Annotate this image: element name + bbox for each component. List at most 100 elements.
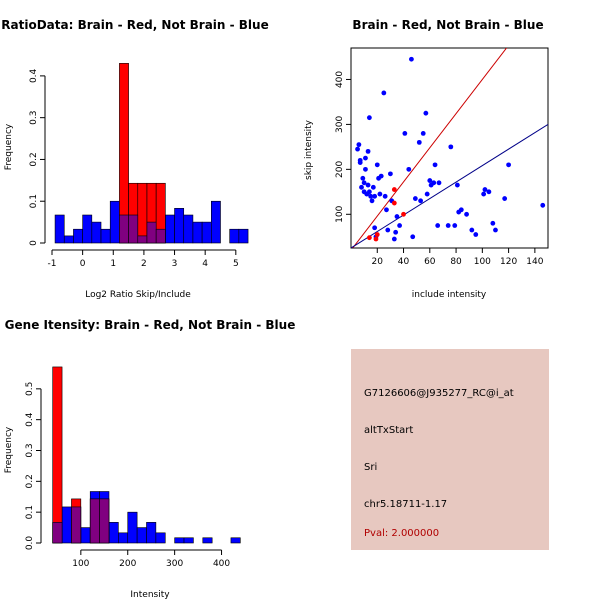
genomic-location: chr5.18711-1.17 (364, 499, 447, 510)
ratio-x-axis-label: Log2 Ratio Skip/Include (85, 290, 191, 300)
not-brain-point (394, 214, 400, 219)
ratio-not-brain-bar (82, 214, 93, 244)
gene-x-axis-label: Intensity (130, 590, 170, 600)
gene-not-brain-bar (61, 506, 72, 544)
not-brain-point (360, 175, 366, 181)
not-brain-point (406, 166, 412, 172)
gene-not-brain-bar (136, 527, 147, 544)
ratio-axes: -1 0 1 2 3 4 5 0 0.1 0.2 0.3 0.4 (29, 68, 239, 269)
red-line (352, 48, 508, 248)
not-brain-point (469, 227, 475, 233)
not-brain-point (506, 162, 511, 168)
scatter-points (351, 48, 548, 248)
gene-y-tick-label: 0.2 (25, 474, 35, 488)
ratio-x-tick-label: 4 (202, 259, 208, 269)
ratio-not-brain-bar (165, 214, 175, 244)
ratio-not-brain-bar (183, 214, 194, 244)
not-brain-point (418, 198, 424, 204)
scatter-x-tick-label: 60 (424, 257, 436, 267)
ratio-not-brain-bar (73, 228, 83, 244)
ratio-not-brain-bar (100, 228, 111, 244)
not-brain-point (445, 223, 451, 228)
scatter-x-tick-label: 20 (372, 257, 384, 267)
not-brain-point (391, 236, 397, 242)
scatter-x-tick-label: 100 (474, 257, 491, 267)
gene-not-brain-bar (155, 532, 166, 544)
ratio-overlap-bar (128, 214, 139, 244)
ratio-y-tick-label: 0.2 (29, 152, 39, 166)
not-brain-point (361, 180, 367, 186)
gene-not-brain-bar (183, 537, 194, 544)
not-brain-point (402, 130, 408, 136)
not-brain-point (374, 162, 380, 168)
gene-y-tick-label: 0.4 (25, 412, 35, 427)
scatter-y-tick-label: 200 (335, 160, 345, 177)
brain-point (391, 200, 397, 206)
gene-not-brain-bar (80, 527, 91, 544)
gene-x-tick-label: 300 (166, 559, 183, 569)
gene-overlap-bar (89, 498, 100, 544)
not-brain-point (369, 198, 375, 204)
ratio-bars (54, 63, 249, 244)
not-brain-point (416, 139, 422, 145)
scatter-chart-title: Brain - Red, Not Brain - Blue (352, 18, 543, 32)
not-brain-point (365, 148, 371, 154)
not-brain-point (382, 193, 388, 199)
gene-not-brain-bar (108, 522, 119, 544)
gene-not-brain-bar (118, 532, 129, 544)
ratio-y-tick-label: 0 (29, 240, 39, 246)
scatter-x-tick-label: 40 (398, 257, 410, 267)
not-brain-point (435, 223, 441, 228)
not-brain-point (458, 207, 464, 213)
ratio-y-tick-label: 0.1 (29, 194, 39, 208)
gene-y-tick-label: 0.1 (25, 505, 35, 519)
ratio-overlap-bar (137, 235, 148, 244)
gene-y-tick-label: 0.0 (25, 536, 35, 551)
ratio-y-tick-label: 0.3 (29, 111, 39, 125)
not-brain-point (378, 173, 384, 179)
scatter-x-tick-label: 140 (526, 257, 543, 267)
ratio-not-brain-bar (91, 221, 102, 244)
scatter-y-tick-label: 100 (335, 205, 345, 222)
ratio-x-tick-label: 1 (110, 259, 116, 269)
gene-bars (52, 366, 241, 544)
not-brain-point (372, 193, 378, 199)
ratio-x-tick-label: 3 (172, 259, 178, 269)
not-brain-point (372, 225, 378, 231)
info-panel-background (351, 349, 549, 550)
not-brain-point (385, 227, 391, 233)
ratio-not-brain-bar (109, 200, 120, 244)
not-brain-point (540, 202, 546, 208)
not-brain-point (397, 223, 402, 228)
gene-overlap-bar (99, 498, 110, 544)
not-brain-point (359, 184, 364, 190)
ratio-overlap-bar (119, 214, 129, 244)
not-brain-point (384, 207, 389, 213)
gene-not-brain-bar (202, 537, 213, 544)
not-brain-point (410, 234, 416, 240)
ratio-y-axis-label: Frequency (4, 123, 14, 170)
gene-intensity-histogram: Gene Itensity: Brain - Red, Not Brain - … (4, 318, 295, 600)
not-brain-point (423, 110, 429, 116)
probe-id: G7126606@J935277_RC@i_at (364, 388, 514, 399)
not-brain-point (420, 130, 426, 136)
p-value: Pval: 2.000000 (364, 528, 439, 539)
ratio-not-brain-bar (63, 235, 74, 244)
not-brain-point (363, 155, 368, 161)
blue-line (351, 123, 548, 248)
not-brain-point (436, 180, 442, 186)
not-brain-point (393, 229, 399, 235)
not-brain-point (365, 182, 371, 188)
scatter-y-axis-label: skip intensity (304, 119, 314, 180)
scatter-x-tick-label: 80 (450, 257, 462, 267)
ratio-x-tick-label: 2 (141, 259, 147, 269)
scatter-axes: 20 40 60 80 100 120 140 100 200 300 400 (335, 71, 544, 267)
gene-overlap-bar (71, 506, 82, 544)
not-brain-point (366, 115, 372, 121)
gene-x-tick-label: 200 (119, 559, 136, 569)
scatter-x-tick-label: 120 (500, 257, 517, 267)
gene-x-tick-label: 100 (72, 559, 89, 569)
not-brain-point (493, 227, 498, 233)
not-brain-point (355, 146, 360, 152)
